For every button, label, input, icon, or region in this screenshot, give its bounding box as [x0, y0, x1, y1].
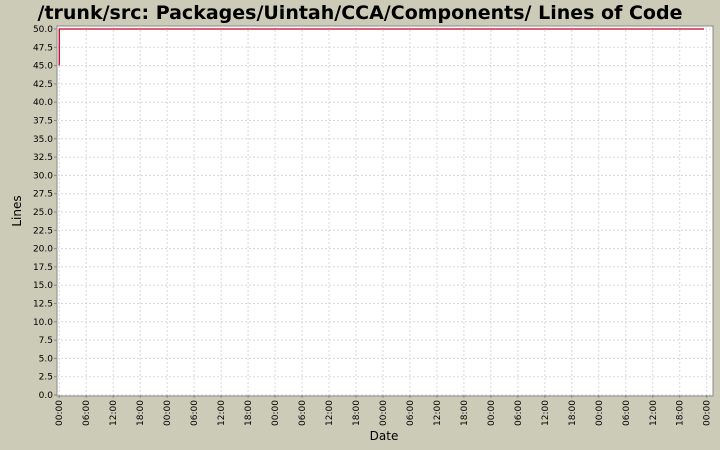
- x-tick-label: 18:00: [136, 400, 146, 426]
- x-tick-label: 06:00: [406, 400, 416, 426]
- y-tick-label: 45.0: [33, 62, 53, 72]
- x-tick-label: 18:00: [676, 400, 686, 426]
- y-tick-label: 22.5: [33, 226, 53, 236]
- y-tick-label: 50.0: [33, 25, 53, 35]
- x-tick-label: 06:00: [190, 400, 200, 426]
- y-tick-label: 10.0: [33, 318, 53, 328]
- x-tick-label: 00:00: [703, 400, 713, 426]
- y-tick-label: 2.5: [39, 373, 53, 383]
- x-tick-label: 18:00: [568, 400, 578, 426]
- y-tick-label: 30.0: [33, 171, 53, 181]
- y-tick-label: 35.0: [33, 135, 53, 145]
- x-axis: 00:00 06:00 12:00 18:00 00:00 06:00 12:00 18:00…: [55, 395, 713, 426]
- chart-title: /trunk/src: Packages/Uintah/CCA/Componen…: [37, 2, 683, 24]
- plot-area: [56, 25, 714, 397]
- x-tick-label: 06:00: [298, 400, 308, 426]
- x-tick-label: 00:00: [55, 400, 65, 426]
- x-tick-label: 00:00: [487, 400, 497, 426]
- x-tick-label: 18:00: [460, 400, 470, 426]
- x-tick-label: 06:00: [82, 400, 92, 426]
- grid: [57, 26, 713, 396]
- y-tick-label: 42.5: [33, 80, 53, 90]
- x-tick-label: 12:00: [109, 400, 119, 426]
- x-tick-label: 12:00: [433, 400, 443, 426]
- x-tick-label: 00:00: [379, 400, 389, 426]
- x-axis-label: Date: [370, 429, 399, 443]
- x-tick-label: 00:00: [163, 400, 173, 426]
- y-tick-label: 25.0: [33, 208, 53, 218]
- x-tick-label: 18:00: [352, 400, 362, 426]
- x-tick-label: 00:00: [595, 400, 605, 426]
- x-tick-label: 18:00: [244, 400, 254, 426]
- x-tick-label: 06:00: [622, 400, 632, 426]
- y-tick-label: 27.5: [33, 190, 53, 200]
- y-tick-label: 20.0: [33, 245, 53, 255]
- x-tick-label: 12:00: [649, 400, 659, 426]
- x-tick-label: 12:00: [217, 400, 227, 426]
- y-tick-label: 12.5: [33, 300, 53, 310]
- y-tick-label: 32.5: [33, 153, 53, 163]
- y-tick-label: 37.5: [33, 117, 53, 127]
- y-tick-label: 7.5: [39, 336, 53, 346]
- x-tick-label: 06:00: [514, 400, 524, 426]
- series-line: [58, 28, 705, 66]
- x-tick-label: 12:00: [325, 400, 335, 426]
- x-tick-label: 12:00: [541, 400, 551, 426]
- y-axis: 0.0 2.5 5.0 7.5 10.0 12.5 15.0 17.5 20.0 22.5 25.0…: [33, 25, 57, 401]
- y-axis-label: Lines: [10, 195, 24, 226]
- y-tick-label: 15.0: [33, 281, 53, 291]
- y-tick-label: 0.0: [39, 391, 54, 401]
- y-tick-label: 47.5: [33, 43, 53, 53]
- y-tick-label: 40.0: [33, 98, 53, 108]
- series-layer: [58, 28, 705, 66]
- x-tick-label: 00:00: [271, 400, 281, 426]
- y-tick-label: 5.0: [39, 354, 54, 364]
- y-tick-label: 17.5: [33, 263, 53, 273]
